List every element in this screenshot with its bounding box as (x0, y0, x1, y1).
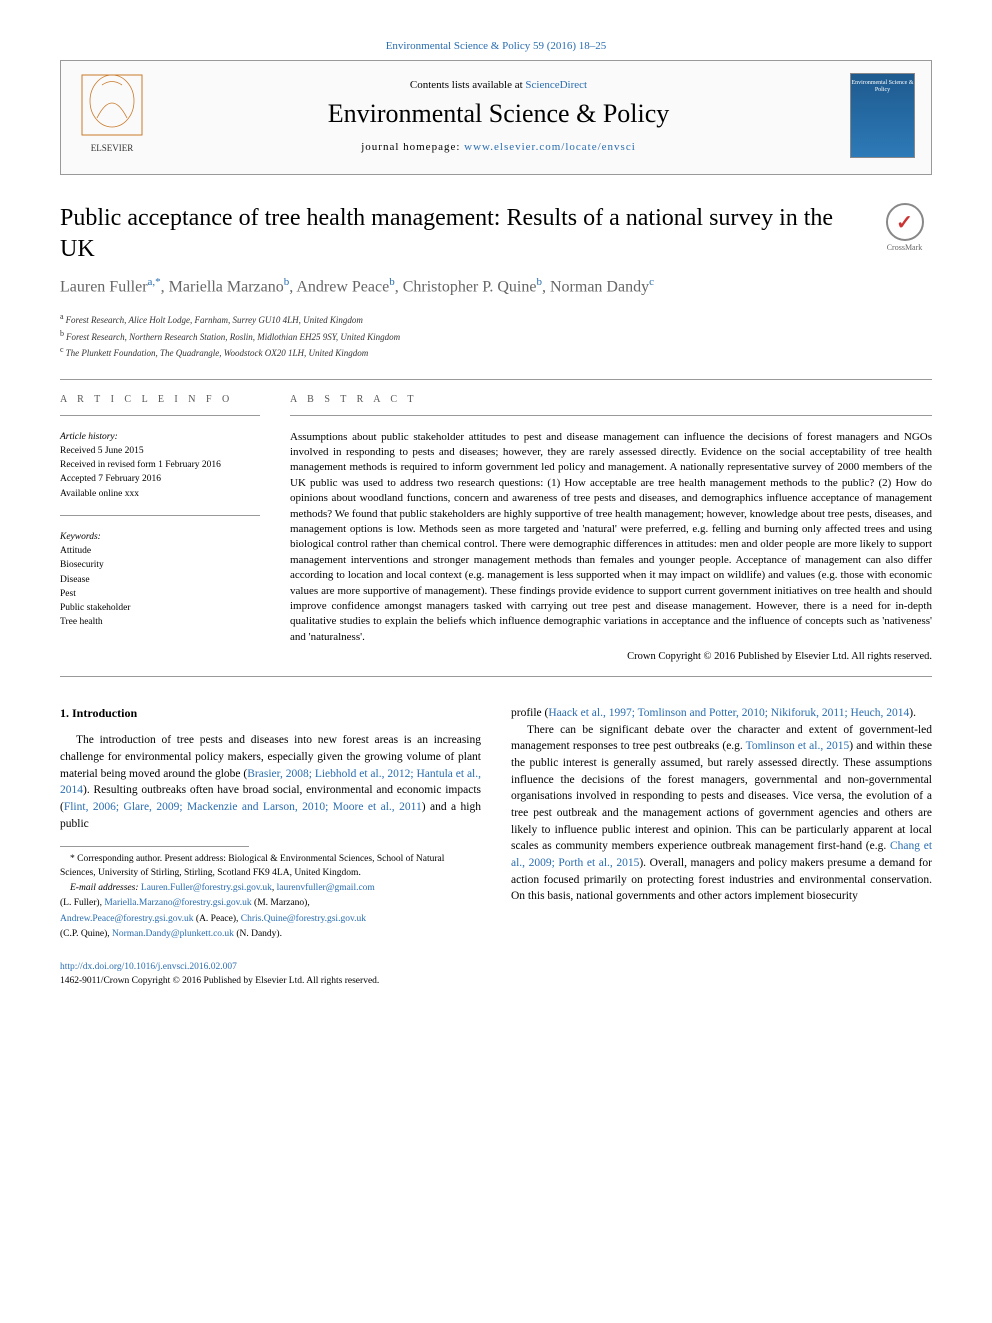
author-name: Andrew Peace (296, 279, 389, 296)
intro-para-1: The introduction of tree pests and disea… (60, 732, 481, 832)
bottom-info: http://dx.doi.org/10.1016/j.envsci.2016.… (60, 961, 932, 988)
author-name: Norman Dandy (550, 279, 649, 296)
keywords-label: Keywords: (60, 530, 260, 544)
email-link[interactable]: Norman.Dandy@plunkett.co.uk (112, 929, 234, 939)
contents-lists-line: Contents lists available at ScienceDirec… (167, 79, 830, 91)
history-revised: Received in revised form 1 February 2016 (60, 458, 260, 472)
sciencedirect-link[interactable]: ScienceDirect (525, 79, 587, 91)
citation-link[interactable]: Haack et al., 1997; Tomlinson and Potter… (548, 707, 909, 719)
keyword-item: Tree health (60, 615, 260, 629)
issn-copyright: 1462-9011/Crown Copyright © 2016 Publish… (60, 976, 379, 986)
author-name: Lauren Fuller (60, 279, 148, 296)
history-online: Available online xxx (60, 487, 260, 501)
crossmark-icon: ✓ (886, 203, 924, 241)
keyword-item: Biosecurity (60, 558, 260, 572)
svg-text:ELSEVIER: ELSEVIER (91, 143, 134, 153)
affiliation-line: c The Plunkett Foundation, The Quadrangl… (60, 344, 932, 361)
divider (60, 676, 932, 677)
email-link[interactable]: laurenvfuller@gmail.com (277, 883, 375, 893)
author-affil-sup[interactable]: a,* (148, 276, 161, 288)
top-citation-link[interactable]: Environmental Science & Policy 59 (2016)… (386, 40, 607, 52)
history-received: Received 5 June 2015 (60, 444, 260, 458)
author-affil-sup[interactable]: b (284, 276, 290, 288)
affiliation-line: b Forest Research, Northern Research Sta… (60, 328, 932, 345)
journal-cover-thumbnail: Environmental Science & Policy (850, 73, 915, 158)
keyword-item: Pest (60, 587, 260, 601)
article-info-label: A R T I C L E I N F O (60, 394, 260, 405)
homepage-prefix: journal homepage: (361, 141, 464, 153)
email-addresses: E-mail addresses: Lauren.Fuller@forestry… (60, 882, 481, 895)
crossmark-label: CrossMark (887, 243, 923, 252)
citation-link[interactable]: Tomlinson et al., 2015 (746, 740, 850, 752)
email-link[interactable]: Lauren.Fuller@forestry.gsi.gov.uk (141, 883, 272, 893)
journal-cover-text: Environmental Science & Policy (851, 80, 914, 93)
history-accepted: Accepted 7 February 2016 (60, 472, 260, 486)
doi-link[interactable]: http://dx.doi.org/10.1016/j.envsci.2016.… (60, 962, 237, 972)
keyword-item: Disease (60, 573, 260, 587)
crossmark-badge[interactable]: ✓ CrossMark (877, 203, 932, 258)
email-link[interactable]: Chris.Quine@forestry.gsi.gov.uk (241, 914, 366, 924)
email-link[interactable]: Mariella.Marzano@forestry.gsi.gov.uk (104, 898, 251, 908)
author-name: Christopher P. Quine (403, 279, 537, 296)
keyword-item: Public stakeholder (60, 601, 260, 615)
footnotes: * Corresponding author. Present address:… (60, 853, 481, 941)
author-affil-sup[interactable]: b (389, 276, 395, 288)
journal-homepage-line: journal homepage: www.elsevier.com/locat… (167, 141, 830, 153)
author-name: Mariella Marzano (169, 279, 284, 296)
affiliations: a Forest Research, Alice Holt Lodge, Far… (60, 311, 932, 361)
abstract-copyright: Crown Copyright © 2016 Published by Else… (290, 651, 932, 662)
body-column-left: 1. Introduction The introduction of tree… (60, 705, 481, 943)
body-column-right: profile (Haack et al., 1997; Tomlinson a… (511, 705, 932, 943)
elsevier-logo: ELSEVIER (77, 73, 147, 158)
email-link[interactable]: Andrew.Peace@forestry.gsi.gov.uk (60, 914, 194, 924)
article-info-column: A R T I C L E I N F O Article history: R… (60, 394, 260, 662)
footnote-separator (60, 846, 249, 847)
section-heading-intro: 1. Introduction (60, 705, 481, 722)
author-affil-sup[interactable]: c (649, 276, 654, 288)
abstract-column: A B S T R A C T Assumptions about public… (290, 394, 932, 662)
affiliation-line: a Forest Research, Alice Holt Lodge, Far… (60, 311, 932, 328)
authors-line: Lauren Fullera,*, Mariella Marzanob, And… (60, 275, 932, 299)
article-title: Public acceptance of tree health managem… (60, 203, 857, 265)
corresponding-author-note: * Corresponding author. Present address:… (60, 853, 481, 880)
intro-para-1-cont: profile (Haack et al., 1997; Tomlinson a… (511, 705, 932, 722)
citation-link[interactable]: Flint, 2006; Glare, 2009; Mackenzie and … (64, 801, 422, 813)
journal-header-box: ELSEVIER Contents lists available at Sci… (60, 60, 932, 175)
history-label: Article history: (60, 430, 260, 444)
journal-homepage-link[interactable]: www.elsevier.com/locate/envsci (464, 141, 636, 153)
author-affil-sup[interactable]: b (536, 276, 542, 288)
intro-para-2: There can be significant debate over the… (511, 722, 932, 905)
contents-prefix: Contents lists available at (410, 79, 525, 91)
abstract-label: A B S T R A C T (290, 394, 932, 405)
top-citation: Environmental Science & Policy 59 (2016)… (60, 40, 932, 52)
keyword-item: Attitude (60, 544, 260, 558)
journal-name: Environmental Science & Policy (167, 99, 830, 129)
abstract-text: Assumptions about public stakeholder att… (290, 430, 932, 645)
divider (60, 379, 932, 380)
